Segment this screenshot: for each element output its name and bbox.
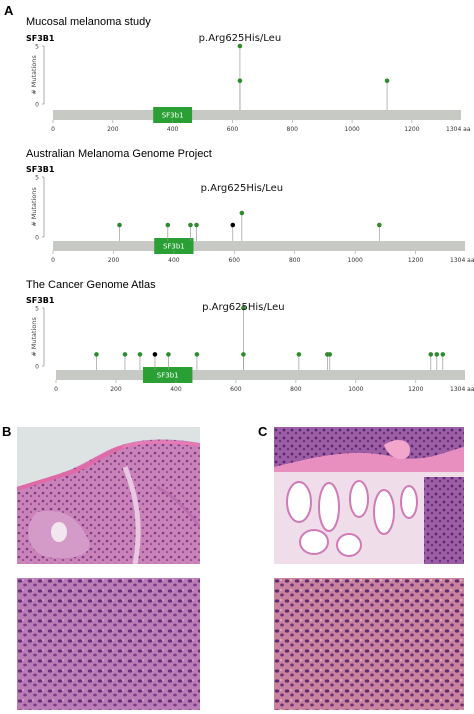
mutation-point — [117, 222, 122, 228]
domain-label: SF3b1 — [157, 372, 179, 380]
mutation-point — [137, 352, 143, 357]
y-axis-label: # Mutations — [30, 55, 38, 95]
domain-box — [142, 367, 193, 383]
x-tick-label: 600 — [230, 386, 242, 393]
y-axis-label: # Mutations — [30, 187, 38, 227]
x-tick-label: 200 — [108, 257, 120, 264]
x-tick-label: 0 — [51, 257, 55, 264]
x-tick-label: 600 — [229, 257, 241, 264]
x-tick-label: 0 — [54, 386, 58, 393]
domain-box — [154, 238, 194, 254]
protein-backbone — [53, 110, 461, 120]
mutation-point — [327, 352, 333, 357]
hotspot-label: p.Arg625His/Leu — [202, 302, 285, 313]
lollipop-plot-amgp: SF3B1 0 5 # Mutations SF3b1 0 200 400 600 800 1000… — [26, 165, 474, 264]
hotspot-label: p.Arg625His/Leu — [201, 183, 284, 194]
histology-image-b-high-magnification — [17, 578, 200, 710]
mutation-point — [194, 352, 200, 357]
mutation-point — [241, 352, 246, 357]
mutation-point — [194, 222, 199, 228]
panel-label-a: A — [4, 3, 14, 18]
histology-image-b-low-magnification — [17, 427, 200, 564]
protein-backbone — [56, 370, 465, 380]
protein-length-label: 1304 aa — [446, 126, 471, 133]
x-tick-label: 200 — [110, 386, 122, 393]
mutation-point — [188, 222, 193, 228]
hotspot-label: p.Arg625His/Leu — [199, 33, 282, 44]
panel-label-c: C — [258, 424, 268, 439]
mutation-point — [296, 352, 302, 357]
mutation-point — [237, 43, 243, 49]
mutation-point — [166, 352, 171, 357]
lollipop-plot-tcga: SF3B1 0 5 # Mutations SF3b1 0 200 400 600 800 1000… — [26, 296, 474, 393]
x-tick-label: 1000 — [344, 126, 359, 133]
study-title-mucosal: Mucosal melanoma study — [26, 16, 151, 28]
protein-length-label: 1304 aa — [450, 386, 474, 393]
x-tick-label: 0 — [51, 126, 55, 133]
x-tick-label: 800 — [290, 386, 302, 393]
mutation-point — [384, 78, 390, 84]
y-tick-label: 0 — [35, 364, 39, 371]
study-title-tcga: The Cancer Genome Atlas — [26, 279, 156, 291]
gene-label: SF3B1 — [26, 296, 55, 305]
mutation-point — [237, 78, 243, 84]
domain-box — [153, 107, 193, 123]
x-tick-label: 800 — [287, 126, 299, 133]
y-tick-label: 5 — [35, 306, 39, 313]
protein-backbone — [53, 241, 465, 251]
mutation-point — [165, 222, 171, 228]
x-tick-label: 400 — [170, 386, 182, 393]
x-tick-label: 1200 — [404, 126, 419, 133]
study-title-amgp: Australian Melanoma Genome Project — [26, 148, 212, 160]
mutation-point — [152, 352, 158, 357]
histology-image-c-high-magnification — [274, 578, 464, 710]
domain-label: SF3b1 — [162, 112, 184, 120]
histology-image-c-low-magnification — [274, 427, 464, 564]
protein-length-label: 1304 aa — [450, 257, 474, 264]
mutation-point — [428, 352, 434, 357]
mutation-point — [440, 352, 446, 357]
x-tick-label: 600 — [227, 126, 239, 133]
y-tick-label: 0 — [35, 102, 39, 109]
y-tick-label: 5 — [35, 44, 39, 51]
x-tick-label: 1200 — [408, 386, 423, 393]
gene-label: SF3B1 — [26, 165, 55, 174]
lollipop-plot-mucosal: SF3B1 0 5 # Mutations SF3b1 0 200 400 600 800 1000… — [26, 33, 471, 133]
x-tick-label: 1000 — [348, 386, 363, 393]
x-tick-label: 1000 — [348, 257, 363, 264]
mutation-point — [434, 352, 440, 357]
panel-label-b: B — [2, 424, 12, 439]
x-tick-label: 400 — [167, 126, 179, 133]
y-tick-label: 0 — [35, 235, 39, 242]
gene-label: SF3B1 — [26, 34, 55, 43]
x-tick-label: 800 — [289, 257, 301, 264]
mutation-point — [94, 352, 99, 357]
y-tick-label: 5 — [35, 175, 39, 182]
mutation-point — [241, 305, 246, 311]
x-tick-label: 400 — [168, 257, 180, 264]
domain-label: SF3b1 — [163, 243, 185, 251]
x-tick-label: 1200 — [408, 257, 423, 264]
mutation-point — [239, 210, 245, 216]
mutation-point — [122, 352, 128, 357]
mutation-point — [377, 222, 382, 228]
x-tick-label: 200 — [107, 126, 119, 133]
y-axis-label: # Mutations — [30, 317, 38, 357]
mutation-point — [230, 222, 236, 228]
